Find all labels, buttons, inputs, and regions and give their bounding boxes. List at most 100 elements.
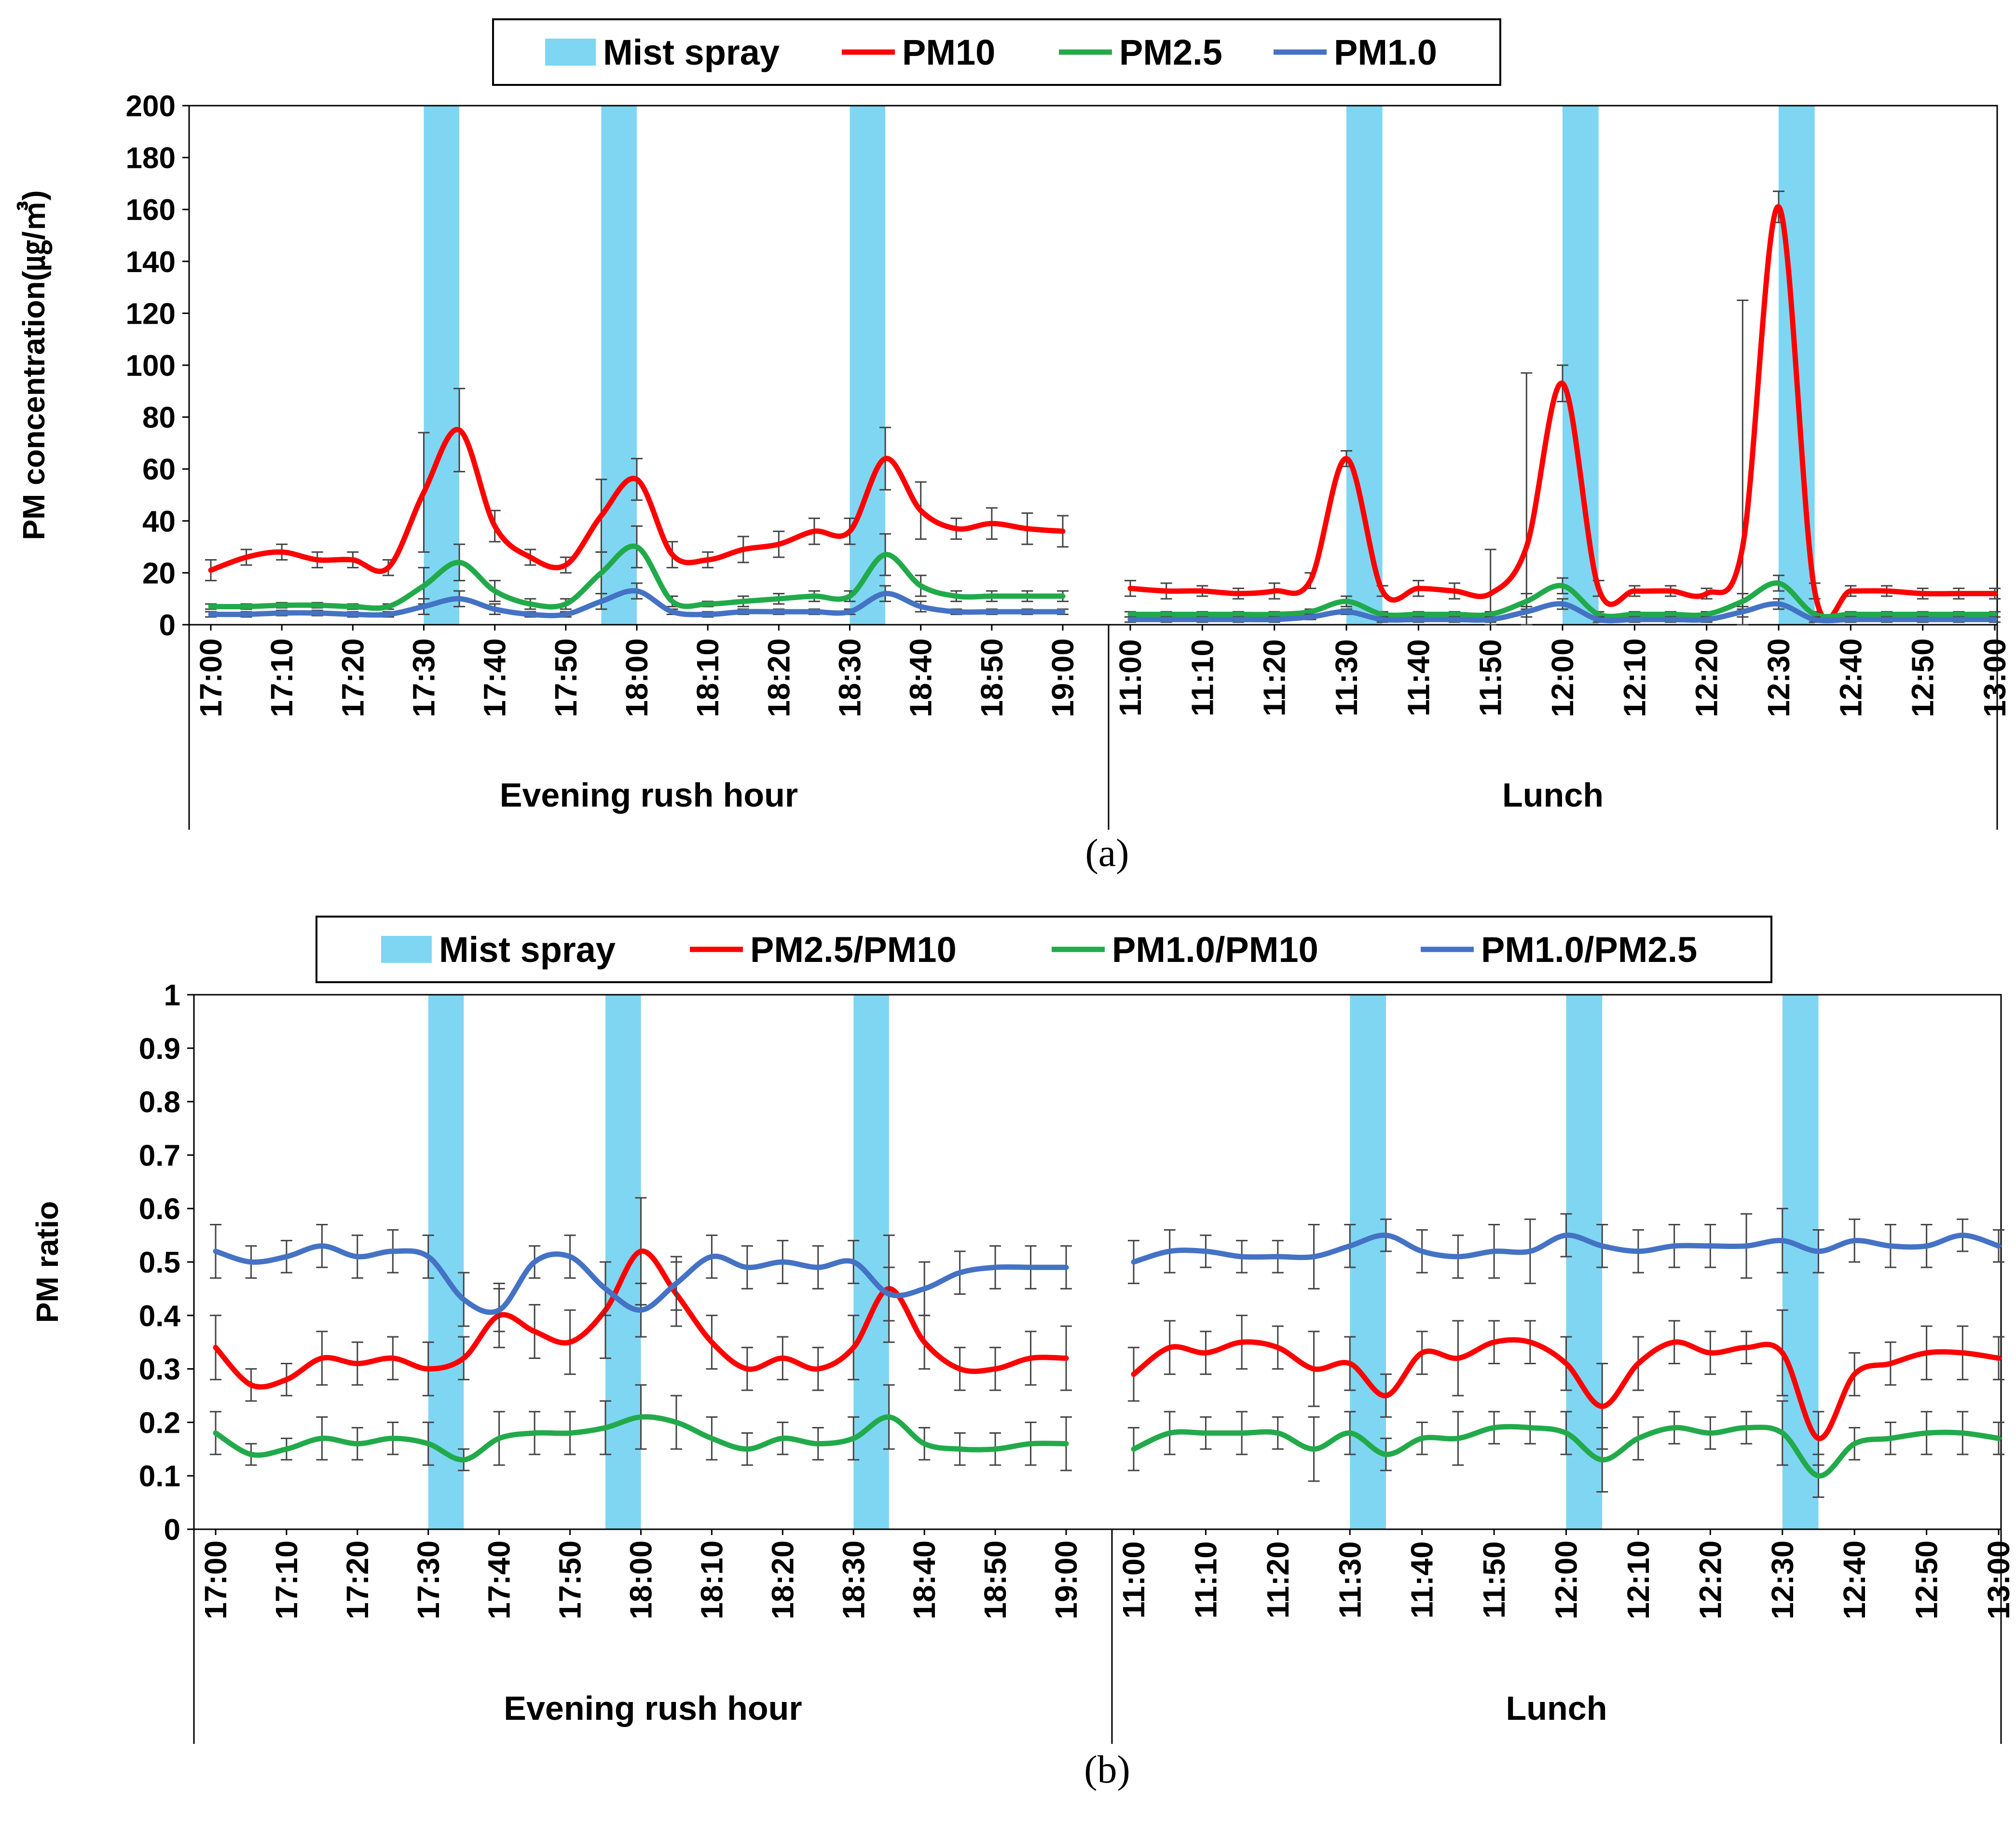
y-tick-label: 180 bbox=[126, 142, 176, 175]
series-line-pm1-0-pm10 bbox=[213, 1414, 1069, 1463]
group-label: Evening rush hour bbox=[500, 776, 798, 814]
x-tick-label: 11:20 bbox=[1257, 639, 1292, 716]
x-tick-label: 12:10 bbox=[1621, 1540, 1656, 1619]
x-tick-label: 18:30 bbox=[833, 638, 867, 717]
y-tick-label: 0.7 bbox=[139, 1139, 180, 1172]
x-tick-label: 17:50 bbox=[553, 1540, 588, 1619]
x-tick-label: 11:30 bbox=[1332, 1541, 1367, 1618]
group-label: Lunch bbox=[1502, 776, 1604, 814]
y-tick-label: 200 bbox=[126, 90, 176, 123]
x-tick-label: 18:00 bbox=[619, 638, 654, 717]
x-tick-label: 12:30 bbox=[1761, 638, 1796, 717]
y-tick-label: 0.2 bbox=[139, 1406, 180, 1440]
mist-spray-band-0-0 bbox=[424, 106, 460, 625]
y-tick-label: 0.8 bbox=[139, 1086, 180, 1119]
x-tick-label: 12:10 bbox=[1617, 638, 1652, 717]
x-tick-label: 12:50 bbox=[1906, 638, 1940, 717]
x-tick-label: 18:00 bbox=[624, 1540, 658, 1619]
mist-spray-band-1-0 bbox=[1350, 995, 1386, 1529]
y-tick-label: 0.6 bbox=[139, 1193, 180, 1226]
x-tick-label: 11:00 bbox=[1113, 639, 1148, 716]
x-tick-label: 11:50 bbox=[1477, 1541, 1511, 1618]
x-tick-label: 11:10 bbox=[1185, 639, 1220, 716]
x-tick-label: 18:10 bbox=[694, 1540, 729, 1619]
mist-spray-band-1-0 bbox=[1346, 106, 1383, 625]
x-tick-label: 12:00 bbox=[1549, 1540, 1584, 1619]
y-tick-label: 0.9 bbox=[139, 1032, 180, 1066]
x-tick-label: 17:00 bbox=[198, 1540, 233, 1619]
legend-swatch-mist bbox=[545, 39, 596, 66]
x-tick-label: 17:10 bbox=[264, 638, 299, 717]
x-tick-label: 17:00 bbox=[193, 638, 228, 717]
x-tick-label: 13:00 bbox=[1981, 1540, 2016, 1619]
x-tick-label: 13:00 bbox=[1977, 638, 2012, 717]
x-tick-label: 11:30 bbox=[1329, 639, 1364, 716]
mist-spray-band-1-1 bbox=[1563, 106, 1599, 625]
series-line-pm1-0-pm2-5 bbox=[213, 1243, 1069, 1315]
legend-label: Mist spray bbox=[603, 32, 780, 72]
legend-label: Mist spray bbox=[439, 930, 616, 970]
mist-spray-band-0-1 bbox=[601, 106, 637, 625]
x-tick-label: 18:40 bbox=[904, 638, 938, 717]
x-tick-label: 17:50 bbox=[549, 638, 583, 717]
legend-box bbox=[492, 18, 1501, 86]
y-tick-label: 0.1 bbox=[139, 1460, 180, 1493]
x-tick-label: 18:10 bbox=[690, 638, 725, 717]
series-line-pm10 bbox=[208, 427, 1066, 574]
x-tick-label: 19:00 bbox=[1049, 1540, 1083, 1619]
x-tick-label: 12:30 bbox=[1765, 1540, 1800, 1619]
x-tick-label: 11:00 bbox=[1116, 1541, 1151, 1618]
x-tick-label: 18:30 bbox=[836, 1540, 871, 1619]
y-tick-label: 160 bbox=[126, 193, 176, 227]
y-tick-label: 80 bbox=[142, 401, 176, 435]
group-label: Lunch bbox=[1506, 1689, 1607, 1727]
series-line-pm2-5-pm10 bbox=[213, 1248, 1069, 1390]
legend-label: PM10 bbox=[902, 32, 995, 72]
x-tick-label: 11:40 bbox=[1405, 1541, 1440, 1618]
x-tick-label: 12:20 bbox=[1689, 638, 1724, 717]
series-line-pm10 bbox=[1127, 204, 1998, 622]
series-line-pm2-5-pm10 bbox=[1131, 1337, 2002, 1441]
series-line-pm1-0 bbox=[1127, 601, 1998, 624]
y-tick-label: 0.5 bbox=[139, 1246, 180, 1279]
x-tick-label: 17:40 bbox=[482, 1540, 517, 1619]
panel-a: 0 20 40 60 80 100 120 140 160 180 200 PM concentrat… bbox=[16, 18, 2012, 875]
x-tick-label: 12:40 bbox=[1833, 638, 1868, 717]
y-tick-label: 0 bbox=[164, 1513, 180, 1547]
legend-label: PM1.0/PM2.5 bbox=[1481, 930, 1697, 970]
x-tick-label: 17:10 bbox=[269, 1540, 304, 1619]
y-tick-label: 1 bbox=[164, 979, 180, 1012]
mist-spray-band-0-2 bbox=[853, 995, 889, 1529]
x-tick-label: 17:40 bbox=[478, 638, 512, 717]
y-tick-label: 60 bbox=[142, 453, 176, 486]
x-tick-label: 17:20 bbox=[340, 1540, 375, 1619]
legend-label: PM1.0/PM10 bbox=[1112, 930, 1318, 970]
y-axis-title: PM concentration(㎍/㎥) bbox=[16, 190, 53, 540]
legend-box bbox=[315, 916, 1772, 983]
y-tick-label: 20 bbox=[142, 557, 176, 590]
x-tick-label: 18:20 bbox=[765, 1540, 800, 1619]
y-axis-title: PM ratio bbox=[30, 1201, 65, 1323]
plot-frame bbox=[188, 105, 1998, 626]
mist-spray-band-1-2 bbox=[1782, 995, 1819, 1529]
series-line-pm1-0 bbox=[208, 588, 1066, 618]
panel-caption: (b) bbox=[1084, 1747, 1130, 1791]
legend-swatch-mist bbox=[381, 936, 432, 963]
x-tick-label: 12:20 bbox=[1693, 1540, 1728, 1619]
panel-b: 0 0.1 0.2 0.3 0.4 0.5 0.6 0.7 0.8 0.9 1 PM ratio 17:… bbox=[30, 916, 2016, 1791]
x-tick-label: 12:40 bbox=[1837, 1540, 1872, 1619]
panel-caption: (a) bbox=[1085, 831, 1129, 875]
x-tick-label: 17:20 bbox=[335, 638, 370, 717]
x-tick-label: 18:20 bbox=[761, 638, 796, 717]
y-tick-label: 140 bbox=[126, 246, 176, 279]
x-tick-label: 12:50 bbox=[1909, 1540, 1944, 1619]
series-line-pm2-5 bbox=[1127, 580, 1998, 619]
x-tick-label: 18:50 bbox=[978, 1540, 1013, 1619]
x-tick-label: 17:30 bbox=[407, 638, 441, 717]
x-tick-label: 18:50 bbox=[974, 638, 1009, 717]
x-tick-label: 19:00 bbox=[1045, 638, 1080, 717]
legend-label: PM2.5 bbox=[1119, 32, 1222, 72]
x-tick-label: 11:10 bbox=[1188, 1541, 1223, 1618]
y-tick-label: 0 bbox=[159, 609, 176, 642]
